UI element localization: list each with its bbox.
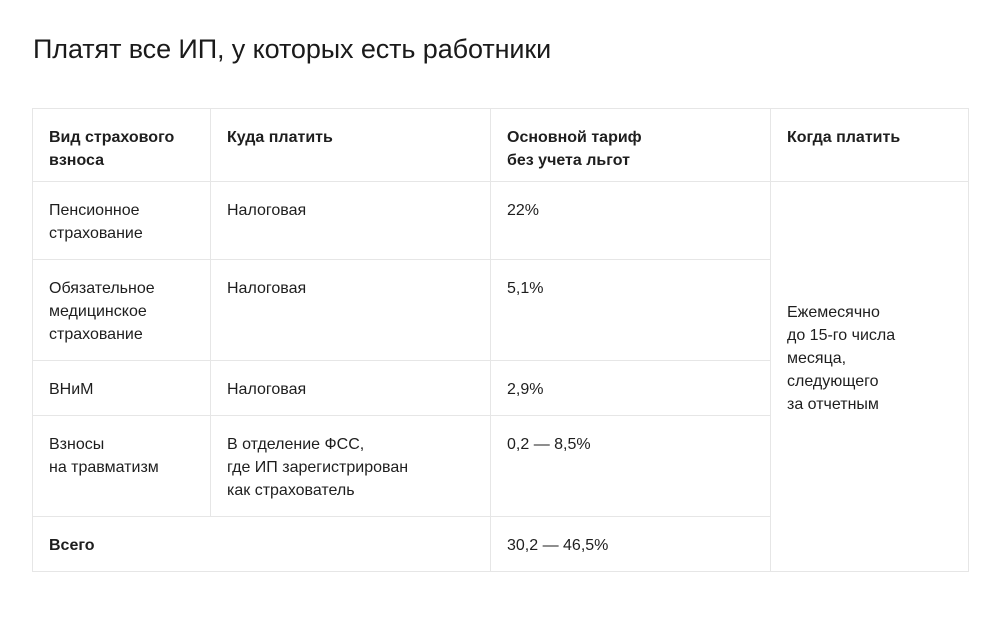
cell-where-to-pay: Налоговая — [210, 181, 491, 260]
table-row: Обязательное медицинское страхование Нал… — [32, 259, 969, 361]
cell-base-rate: 0,2 — 8,5% — [490, 415, 771, 517]
cell-contribution-type: Пенсионное страхование — [32, 181, 211, 260]
cell-contribution-type: ВНиМ — [32, 360, 211, 416]
cell-base-rate: 2,9% — [490, 360, 771, 416]
cell-contribution-type: Обязательное медицинское страхование — [32, 259, 211, 361]
cell-base-rate: 22% — [490, 181, 771, 260]
cell-base-rate: 5,1% — [490, 259, 771, 361]
cell-where-to-pay: Налоговая — [210, 360, 491, 416]
cell-contribution-type: Взносы на травматизм — [32, 415, 211, 517]
table-header-row: Вид страхового взноса Куда платить Основ… — [32, 108, 969, 182]
table-row: Пенсионное страхование Налоговая 22% Еже… — [32, 181, 969, 572]
insurance-contributions-table: Вид страхового взноса Куда платить Основ… — [32, 108, 969, 572]
cell-where-to-pay: Налоговая — [210, 259, 491, 361]
cell-total-rate: 30,2 — 46,5% — [490, 516, 771, 572]
header-contribution-type: Вид страхового взноса — [32, 108, 211, 182]
cell-when-to-pay: Ежемесячно до 15-го числа месяца, следую… — [770, 181, 969, 572]
table-row: ВНиМ Налоговая 2,9% — [32, 360, 969, 416]
page-title: Платят все ИП, у которых есть работники — [33, 34, 552, 64]
header-when-to-pay: Когда платить — [770, 108, 969, 182]
table-total-row: Всего 30,2 — 46,5% — [32, 516, 969, 572]
cell-total-label: Всего — [32, 516, 491, 572]
table-row: Взносы на травматизм В отделение ФСС, гд… — [32, 415, 969, 517]
header-where-to-pay: Куда платить — [210, 108, 491, 182]
header-base-rate: Основной тариф без учета льгот — [490, 108, 771, 182]
cell-where-to-pay: В отделение ФСС, где ИП зарегистрирован … — [210, 415, 491, 517]
